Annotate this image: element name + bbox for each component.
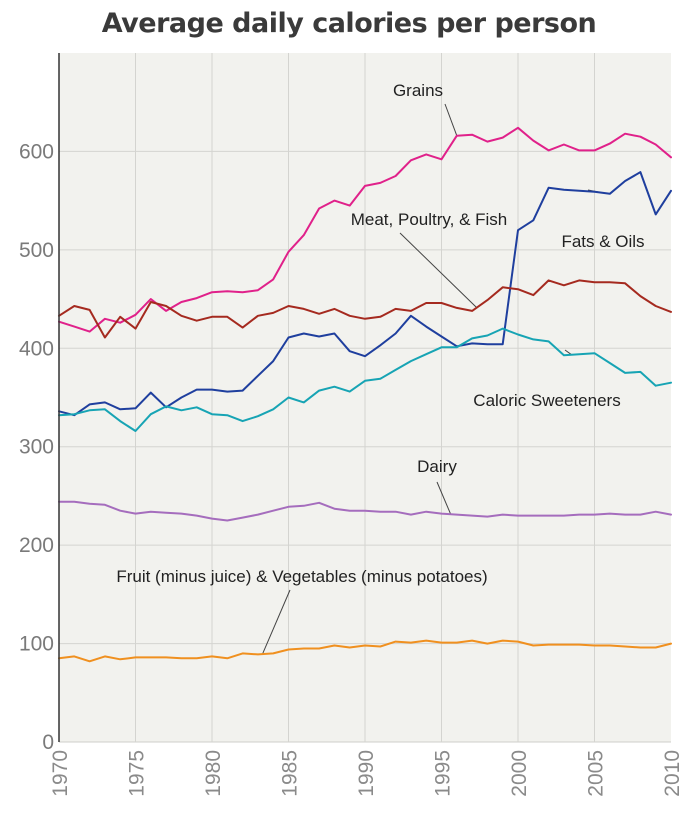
x-tick-label: 1985 bbox=[279, 750, 302, 797]
leader-line bbox=[399, 232, 478, 308]
x-tick-label: 2000 bbox=[508, 750, 531, 797]
series-line-caloric-sweeteners bbox=[58, 327, 672, 432]
y-tick-label: 600 bbox=[19, 140, 54, 163]
series-lines bbox=[58, 126, 672, 663]
series-label-fruit-minus-juice-vegetables-minus-potatoes: Fruit (minus juice) & Vegetables (minus … bbox=[116, 567, 487, 586]
series-line-dairy bbox=[58, 500, 672, 522]
leader-line bbox=[436, 481, 452, 515]
leader-line bbox=[444, 103, 458, 136]
y-tick-label: 0 bbox=[42, 731, 54, 754]
series-label-dairy: Dairy bbox=[417, 457, 457, 476]
y-tick-label: 200 bbox=[19, 534, 54, 557]
grid bbox=[59, 53, 671, 743]
series-labels: Grains Fats & Oils Meat, Poultry, & Fish Ca… bbox=[116, 81, 644, 586]
series-label-caloric-sweeteners: Caloric Sweeteners bbox=[473, 391, 620, 410]
x-tick-label: 1970 bbox=[49, 750, 72, 797]
leader-line bbox=[262, 589, 291, 655]
y-tick-label: 500 bbox=[19, 239, 54, 262]
series-label-grains: Grains bbox=[393, 81, 443, 100]
tick-labels: 0 100 200 300 400 500 600 1970 1975 1980 1985 1990 1… bbox=[19, 140, 684, 796]
chart-title: Average daily calories per person bbox=[101, 8, 597, 39]
series-line-meat-poultry-fish bbox=[58, 279, 672, 339]
series-line-fruit-minus-juice-vegetables-minus-potatoes bbox=[58, 639, 672, 663]
series-label-fats-oils: Fats & Oils bbox=[561, 232, 644, 251]
y-tick-label: 300 bbox=[19, 436, 54, 459]
x-tick-label: 2005 bbox=[585, 750, 608, 797]
series-line-fats-oils bbox=[58, 171, 672, 417]
x-tick-label: 1995 bbox=[432, 750, 455, 797]
y-tick-label: 400 bbox=[19, 337, 54, 360]
x-tick-label: 1975 bbox=[126, 750, 149, 797]
x-tick-label: 2010 bbox=[661, 750, 684, 797]
x-tick-label: 1980 bbox=[202, 750, 225, 797]
series-line-grains bbox=[58, 126, 672, 333]
y-tick-label: 100 bbox=[19, 633, 54, 656]
series-label-meat-poultry-fish: Meat, Poultry, & Fish bbox=[351, 210, 508, 229]
x-tick-label: 1990 bbox=[355, 750, 378, 797]
